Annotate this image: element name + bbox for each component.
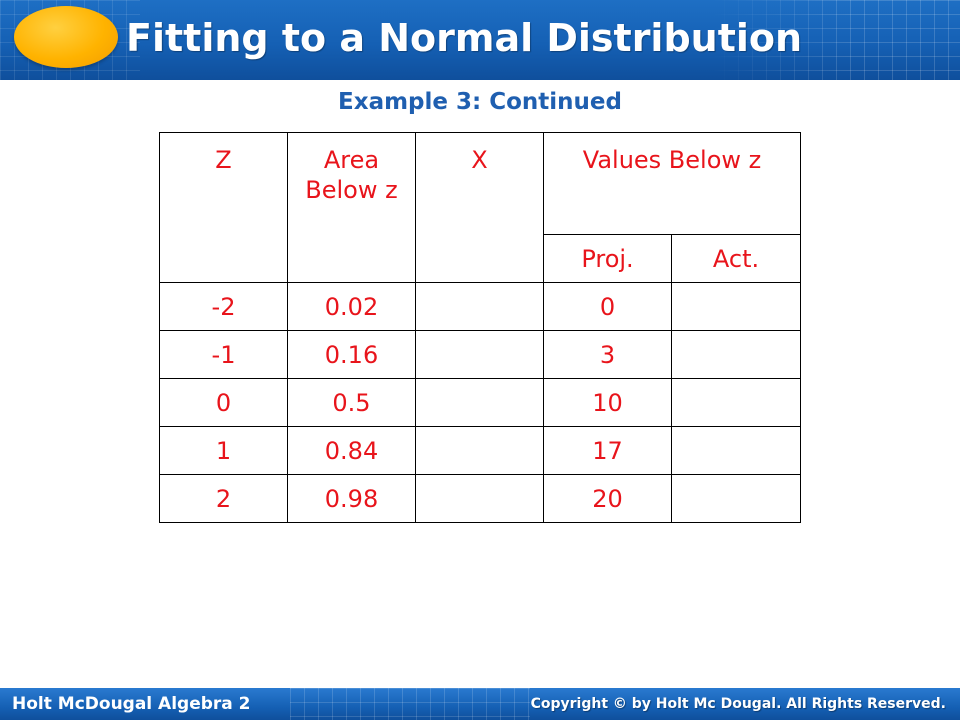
logo-oval-icon — [14, 6, 118, 68]
distribution-table: Z Area Below z X Values Below z Proj. Ac… — [159, 132, 802, 523]
header-proj: Proj. — [543, 234, 672, 283]
footer-copyright: Copyright © by Holt Mc Dougal. All Right… — [530, 696, 946, 712]
page-title: Fitting to a Normal Distribution — [126, 16, 803, 60]
cell-z: -2 — [159, 282, 288, 331]
cell-x — [415, 282, 544, 331]
table-row: 0 0.5 10 — [159, 378, 802, 427]
header-grid-pattern — [710, 0, 960, 80]
table-row: 1 0.84 17 — [159, 426, 802, 475]
cell-act — [670, 426, 802, 475]
cell-z: 1 — [159, 426, 288, 475]
cell-area: 0.5 — [287, 378, 416, 427]
cell-proj: 10 — [543, 378, 672, 427]
cell-act — [670, 282, 802, 331]
cell-proj: 17 — [543, 426, 672, 475]
cell-act — [670, 378, 802, 427]
cell-proj: 20 — [543, 474, 672, 523]
cell-proj: 3 — [543, 330, 672, 379]
cell-area: 0.16 — [287, 330, 416, 379]
cell-area: 0.02 — [287, 282, 416, 331]
footer-grid-pattern — [290, 688, 530, 720]
table-header-row: Z Area Below z X Values Below z — [159, 132, 802, 283]
cell-proj: 0 — [543, 282, 672, 331]
header-z: Z — [159, 132, 288, 283]
cell-x — [415, 378, 544, 427]
footer-band: Holt McDougal Algebra 2 Copyright © by H… — [0, 688, 960, 720]
table-row: 2 0.98 20 — [159, 474, 802, 523]
cell-x — [415, 474, 544, 523]
header-values-below-z: Values Below z — [542, 132, 802, 235]
table-subheader-row: Proj. Act. — [160, 234, 802, 283]
header-act: Act. — [670, 234, 802, 283]
cell-z: 2 — [159, 474, 288, 523]
header-area-below-z: Area Below z — [287, 132, 416, 283]
cell-area: 0.84 — [287, 426, 416, 475]
cell-area: 0.98 — [287, 474, 416, 523]
cell-act — [670, 330, 802, 379]
header-x: X — [415, 132, 544, 283]
cell-z: -1 — [159, 330, 288, 379]
footer-course-label: Holt McDougal Algebra 2 — [12, 694, 251, 714]
table-row: -1 0.16 3 — [159, 330, 802, 379]
cell-act — [670, 474, 802, 523]
cell-z: 0 — [159, 378, 288, 427]
cell-x — [415, 426, 544, 475]
cell-x — [415, 330, 544, 379]
header-band: Fitting to a Normal Distribution — [0, 0, 960, 80]
example-subtitle: Example 3: Continued — [338, 89, 622, 115]
table-row: -2 0.02 0 — [159, 282, 802, 331]
